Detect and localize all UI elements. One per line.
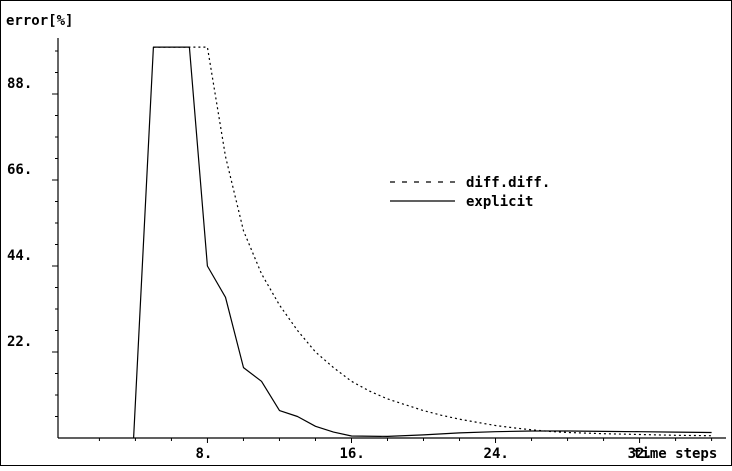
ticks: 22. 44. 66. 88. 8. 16. 24. 32. [7,50,713,462]
x-tick-label: 24. [484,446,509,462]
y-axis-label: error[%] [6,13,73,29]
x-tick-label: 8. [195,446,212,462]
legend-label-diff-diff: diff.diff. [466,175,550,191]
y-tick-label: 66. [7,162,32,178]
x-tick-label: 16. [339,446,364,462]
legend: diff.diff. explicit [390,175,550,210]
legend-label-explicit: explicit [466,194,533,210]
axes [57,38,726,439]
x-axis-label: time steps [633,446,717,462]
x-tick-label: 32. [628,446,653,462]
series-line-explicit [133,46,712,439]
y-tick-label: 88. [7,76,32,92]
series-lines [133,46,712,439]
y-tick-label: 22. [7,334,32,350]
y-tick-label: 44. [7,248,32,264]
